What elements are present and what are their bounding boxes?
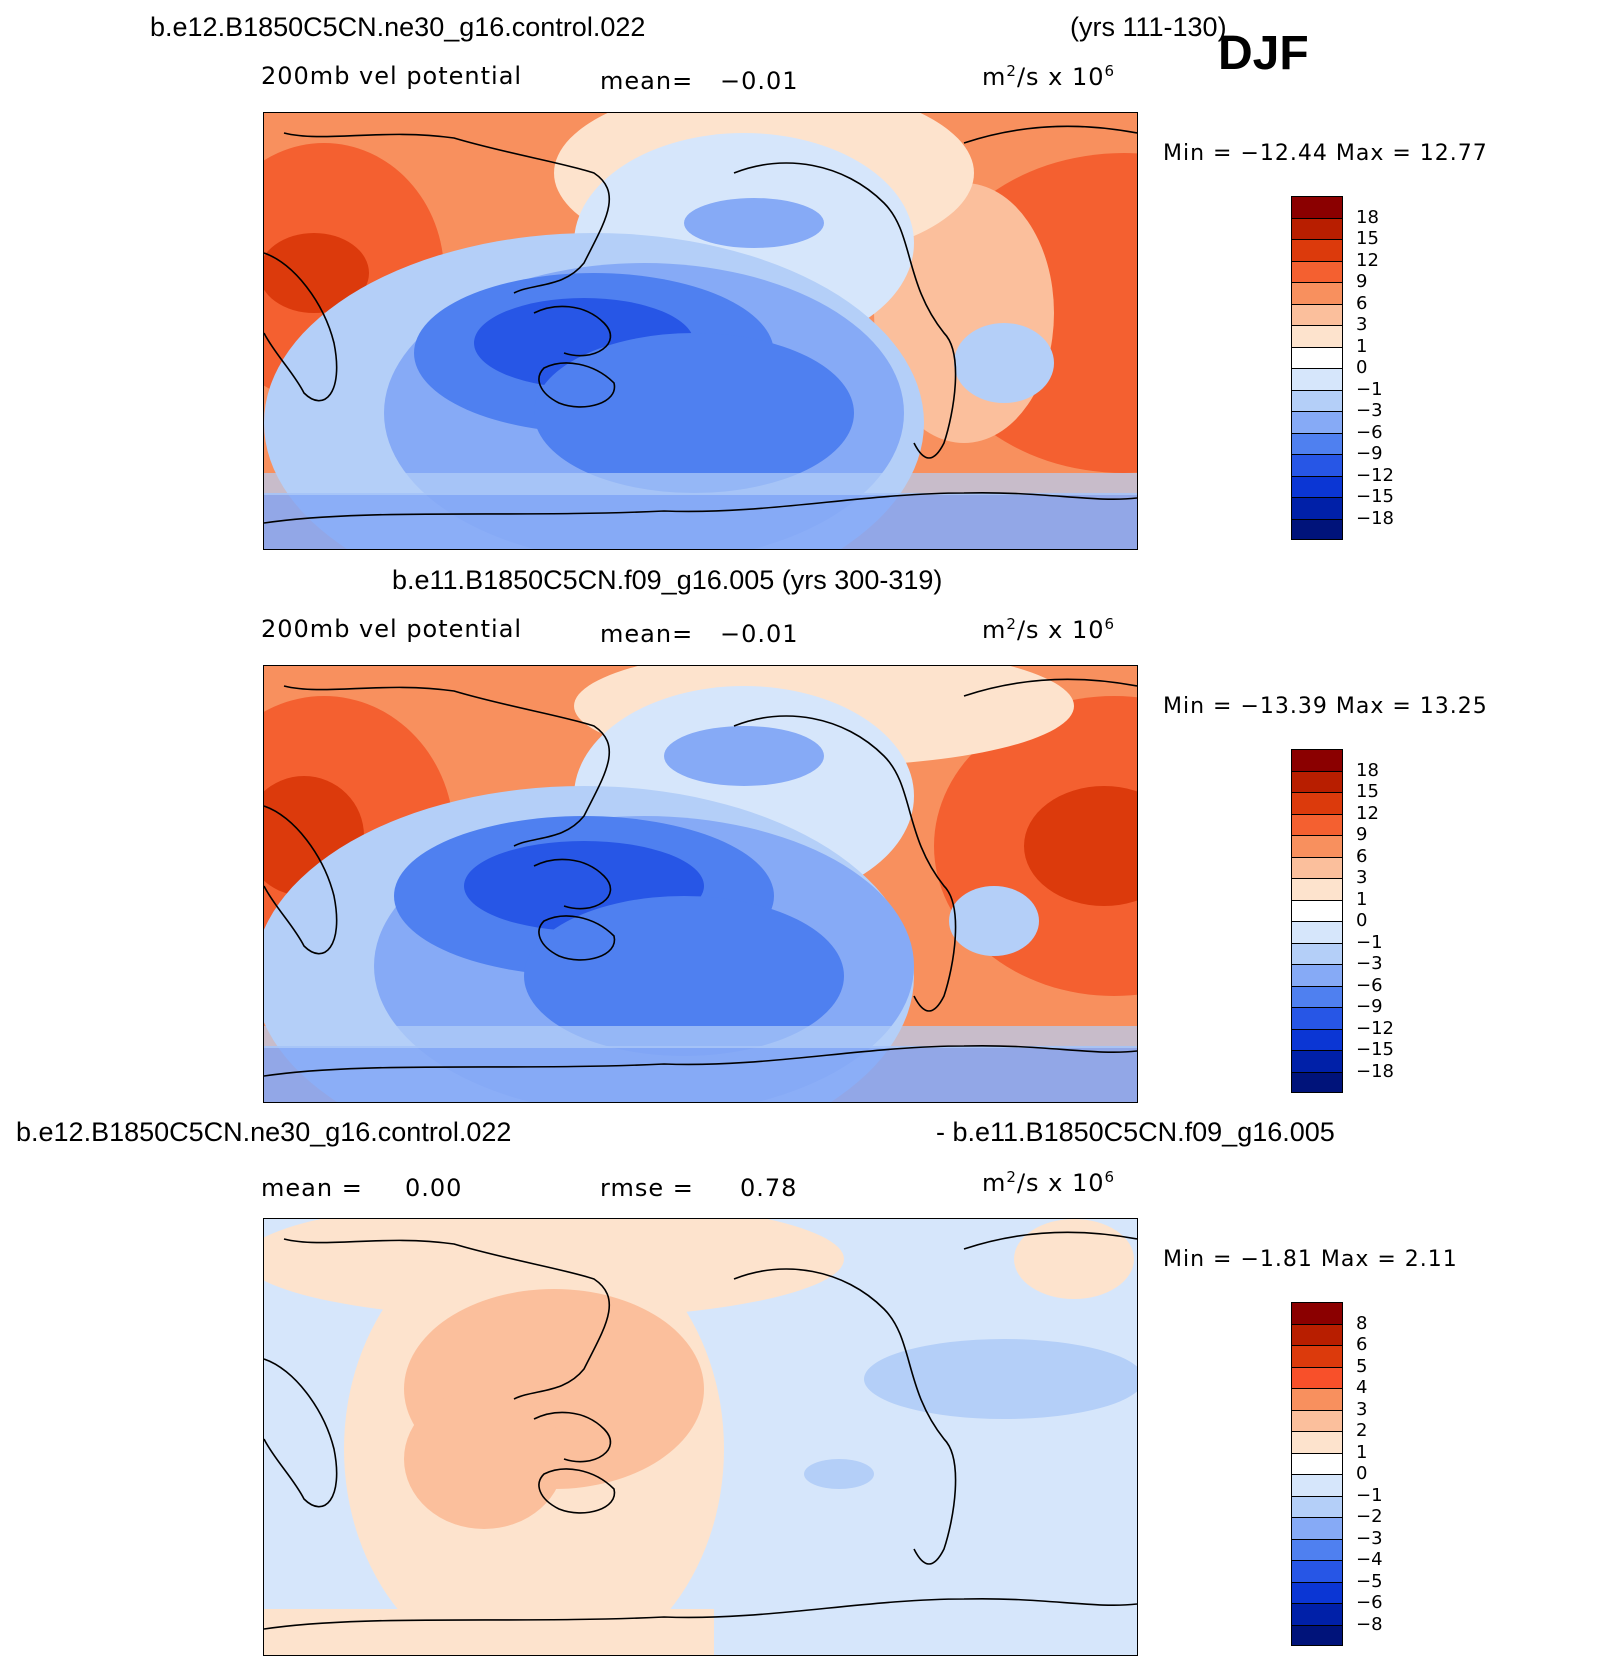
panel1-minmax: Min = −12.44 Max = 12.77 xyxy=(1163,141,1488,166)
panel1-tick: −1 xyxy=(1356,379,1383,400)
panel3-tick: −6 xyxy=(1356,1592,1383,1613)
panel3-tick: 4 xyxy=(1356,1377,1368,1398)
panel1-tick: 3 xyxy=(1356,314,1368,335)
panel2-colorbar xyxy=(1291,749,1343,1093)
panel1-tick: −6 xyxy=(1356,422,1383,443)
panel3-colorbar xyxy=(1291,1302,1343,1646)
panel3-tick: 3 xyxy=(1356,1399,1368,1420)
panel3-tick: 8 xyxy=(1356,1313,1368,1334)
panel3-tick: 6 xyxy=(1356,1334,1368,1355)
panel3-tick: −4 xyxy=(1356,1549,1383,1570)
panel2-case-title: b.e11.B1850C5CN.f09_g16.005 (yrs 300-319… xyxy=(392,565,943,595)
panel1-tick: 18 xyxy=(1356,207,1379,228)
panel3-tick: 0 xyxy=(1356,1463,1368,1484)
panel3-tick: 1 xyxy=(1356,1442,1368,1463)
panel2-tick: −18 xyxy=(1356,1061,1394,1082)
panel1-years: (yrs 111-130) xyxy=(1070,12,1227,42)
panel2-tick: −15 xyxy=(1356,1039,1394,1060)
panel2-tick: −12 xyxy=(1356,1018,1394,1039)
panel1-tick: −18 xyxy=(1356,508,1394,529)
panel3-case-title: b.e12.B1850C5CN.ne30_g16.control.022 xyxy=(16,1117,512,1147)
panel1-mean-label: mean= xyxy=(600,67,694,95)
panel2-tick: 18 xyxy=(1356,760,1379,781)
panel1-colorbar xyxy=(1291,196,1343,540)
panel2-minmax: Min = −13.39 Max = 13.25 xyxy=(1163,694,1488,719)
panel2-variable: 200mb vel potential xyxy=(261,615,523,643)
panel1-tick: 0 xyxy=(1356,357,1368,378)
panel1-tick: 1 xyxy=(1356,336,1368,357)
panel2-tick: −1 xyxy=(1356,932,1383,953)
panel3-tick: −8 xyxy=(1356,1614,1383,1635)
panel1-tick: −9 xyxy=(1356,443,1383,464)
panel1-map xyxy=(263,112,1138,550)
panel3-mean-value: 0.00 xyxy=(405,1174,463,1202)
panel2-contour-field xyxy=(264,666,1137,1102)
season-label: DJF xyxy=(1218,27,1309,80)
panel2-tick: 9 xyxy=(1356,824,1368,845)
panel2-tick: −6 xyxy=(1356,975,1383,996)
panel1-mean-value: −0.01 xyxy=(720,67,799,95)
panel1-tick: 6 xyxy=(1356,293,1368,314)
panel3-contour-field xyxy=(264,1219,1137,1655)
panel1-contour-field xyxy=(264,113,1137,549)
panel1-case-title: b.e12.B1850C5CN.ne30_g16.control.022 xyxy=(150,12,646,42)
panel2-tick: 15 xyxy=(1356,781,1379,802)
panel2-tick: 3 xyxy=(1356,867,1368,888)
panel2-mean-value: −0.01 xyxy=(720,620,799,648)
panel3-tick: −2 xyxy=(1356,1506,1383,1527)
panel1-tick: −15 xyxy=(1356,486,1394,507)
panel2-tick: −9 xyxy=(1356,996,1383,1017)
panel3-units: m2/s x 106 xyxy=(982,1168,1116,1197)
panel2-tick: −3 xyxy=(1356,953,1383,974)
panel3-tick: −3 xyxy=(1356,1528,1383,1549)
panel2-tick: 6 xyxy=(1356,846,1368,867)
panel3-tick: 5 xyxy=(1356,1356,1368,1377)
panel1-tick: 12 xyxy=(1356,250,1379,271)
panel3-tick: −1 xyxy=(1356,1485,1383,1506)
panel1-variable: 200mb vel potential xyxy=(261,62,523,90)
panel3-mean-label: mean = xyxy=(261,1174,363,1202)
panel2-units: m2/s x 106 xyxy=(982,615,1116,644)
panel3-tick: 2 xyxy=(1356,1420,1368,1441)
panel1-tick: −12 xyxy=(1356,465,1394,486)
panel2-mean-label: mean= xyxy=(600,620,694,648)
panel3-minus-title: - b.e11.B1850C5CN.f09_g16.005 xyxy=(936,1117,1335,1147)
panel1-tick: −3 xyxy=(1356,400,1383,421)
panel2-tick: 0 xyxy=(1356,910,1368,931)
panel2-map xyxy=(263,665,1138,1103)
panel2-tick: 12 xyxy=(1356,803,1379,824)
panel1-tick: 15 xyxy=(1356,228,1379,249)
panel1-tick: 9 xyxy=(1356,271,1368,292)
panel3-rmse-value: 0.78 xyxy=(740,1174,798,1202)
panel2-tick: 1 xyxy=(1356,889,1368,910)
panel1-units: m2/s x 106 xyxy=(982,62,1116,91)
panel3-map xyxy=(263,1218,1138,1656)
panel3-rmse-label: rmse = xyxy=(600,1174,694,1202)
panel3-tick: −5 xyxy=(1356,1571,1383,1592)
panel3-minmax: Min = −1.81 Max = 2.11 xyxy=(1163,1247,1458,1272)
